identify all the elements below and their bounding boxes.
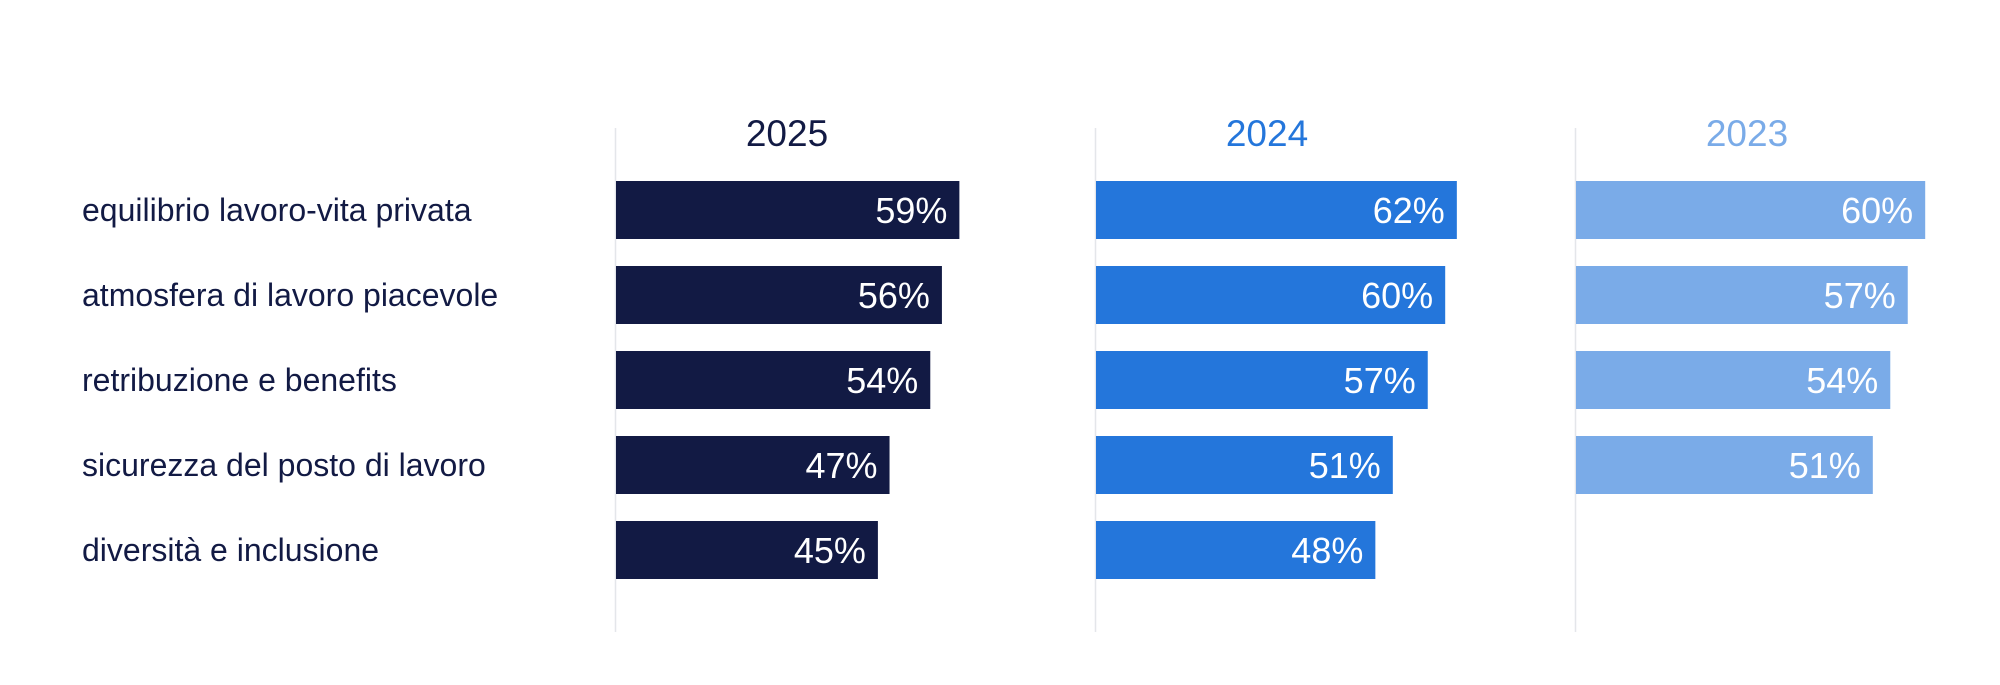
year-label: 2023 [1706, 113, 1788, 154]
bar-value-label: 56% [858, 275, 930, 316]
category-label: retribuzione e benefits [82, 362, 397, 398]
bar-value-label: 59% [875, 190, 947, 231]
bar-value-label: 57% [1824, 275, 1896, 316]
bar [616, 266, 942, 324]
category-label: atmosfera di lavoro piacevole [82, 277, 498, 313]
bar-value-label: 54% [846, 360, 918, 401]
bar-value-label: 54% [1806, 360, 1878, 401]
bar-value-label: 62% [1373, 190, 1445, 231]
bar-value-label: 45% [794, 530, 866, 571]
bar [1096, 436, 1393, 494]
bar-value-label: 51% [1789, 445, 1861, 486]
bar [616, 521, 878, 579]
bar-value-label: 51% [1309, 445, 1381, 486]
bar [1096, 521, 1376, 579]
bar [1576, 351, 1891, 409]
bar [616, 436, 890, 494]
bar-value-label: 57% [1344, 360, 1416, 401]
bar-value-label: 48% [1291, 530, 1363, 571]
bar [1576, 181, 1926, 239]
bar [1096, 266, 1446, 324]
bar [1096, 181, 1457, 239]
category-label: equilibrio lavoro-vita privata [82, 192, 472, 228]
bar-value-label: 60% [1361, 275, 1433, 316]
bar-value-label: 47% [805, 445, 877, 486]
bar [616, 351, 931, 409]
bar [1576, 436, 1873, 494]
bar-value-label: 60% [1841, 190, 1913, 231]
year-label: 2025 [746, 113, 828, 154]
bar [616, 181, 960, 239]
bar [1576, 266, 1908, 324]
year-label: 2024 [1226, 113, 1308, 154]
category-label: diversità e inclusione [82, 532, 379, 568]
category-label: sicurezza del posto di lavoro [82, 447, 486, 483]
bar [1096, 351, 1428, 409]
